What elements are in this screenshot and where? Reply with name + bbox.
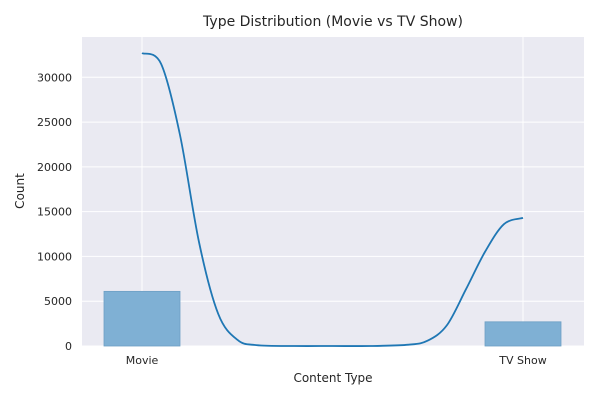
y-tick-label: 15000 [37, 206, 72, 219]
x-axis-label: Content Type [293, 371, 372, 385]
x-tick-label: TV Show [498, 354, 546, 367]
kde-curve [141, 52, 524, 347]
y-axis-label: Count [13, 173, 27, 209]
chart-title: Type Distribution (Movie vs TV Show) [202, 14, 463, 30]
y-tick-label: 30000 [37, 71, 72, 84]
x-tick-labels: Movie TV Show [126, 354, 547, 367]
y-tick-label: 20000 [37, 161, 72, 174]
bars [103, 290, 562, 347]
kde-curve-layer [141, 52, 524, 347]
y-tick-label: 5000 [44, 295, 72, 308]
x-tick-label: Movie [126, 354, 159, 367]
y-tick-label: 25000 [37, 116, 72, 129]
bar-tv-show [484, 321, 562, 347]
y-tick-label: 0 [65, 340, 72, 353]
y-tick-labels: 0 5000 10000 15000 20000 25000 30000 [37, 71, 72, 353]
bar-movie [103, 290, 181, 347]
y-tick-label: 10000 [37, 250, 72, 263]
